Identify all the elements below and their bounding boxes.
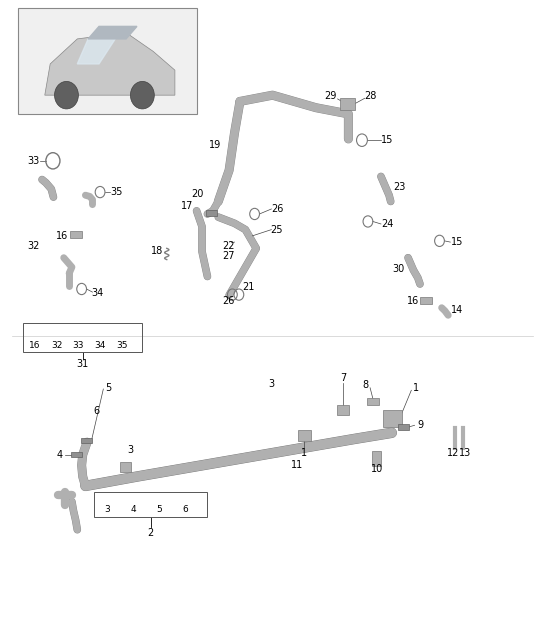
FancyBboxPatch shape [120,462,131,472]
FancyBboxPatch shape [71,452,82,457]
FancyBboxPatch shape [298,430,311,441]
Text: 11: 11 [291,460,303,470]
Text: 27: 27 [222,251,234,261]
FancyBboxPatch shape [420,297,432,304]
Text: 29: 29 [324,92,337,102]
Polygon shape [45,33,175,95]
Text: 3: 3 [268,379,275,389]
Text: 4: 4 [56,450,63,460]
Circle shape [54,82,78,109]
Text: 3: 3 [127,445,133,455]
Polygon shape [77,39,115,64]
Text: 6: 6 [183,505,188,514]
Polygon shape [88,26,137,39]
Text: 25: 25 [270,225,283,235]
Text: 3: 3 [104,505,110,514]
Text: 23: 23 [393,182,406,192]
Bar [23,323,142,352]
Text: 20: 20 [191,189,204,199]
Text: 12: 12 [447,448,460,458]
Text: 16: 16 [56,231,68,241]
Text: 15: 15 [382,135,393,145]
Text: 22: 22 [222,242,234,251]
Text: 5: 5 [156,505,162,514]
Text: 26: 26 [222,296,234,306]
FancyBboxPatch shape [383,410,402,426]
FancyBboxPatch shape [337,404,349,414]
Text: 32: 32 [51,341,62,350]
Text: 16: 16 [407,296,419,306]
Text: 1: 1 [413,383,419,392]
Text: 18: 18 [151,246,163,256]
Text: 10: 10 [371,464,383,474]
Text: 35: 35 [116,341,128,350]
Text: 6: 6 [94,406,100,416]
FancyBboxPatch shape [70,231,82,239]
Text: 19: 19 [209,140,221,150]
Text: 5: 5 [106,384,112,393]
FancyBboxPatch shape [81,438,92,443]
Text: 24: 24 [382,219,393,229]
Text: 35: 35 [110,187,123,197]
Text: 31: 31 [77,359,89,369]
Text: 33: 33 [28,156,40,166]
Text: 21: 21 [242,282,255,292]
Bar [94,492,208,517]
FancyBboxPatch shape [367,398,379,405]
Text: 4: 4 [130,505,136,514]
Circle shape [130,82,154,109]
FancyBboxPatch shape [17,8,197,114]
Text: 28: 28 [364,92,376,102]
Text: 26: 26 [272,204,284,214]
Text: 14: 14 [451,305,463,315]
Text: 15: 15 [451,237,463,247]
Text: 9: 9 [417,420,423,430]
FancyBboxPatch shape [206,210,217,216]
Text: 17: 17 [181,202,193,212]
Text: 33: 33 [72,341,84,350]
Text: 34: 34 [94,341,106,350]
FancyBboxPatch shape [340,98,355,110]
FancyBboxPatch shape [398,424,409,430]
FancyBboxPatch shape [372,451,382,466]
Text: 30: 30 [393,264,405,274]
Text: 7: 7 [340,373,346,383]
Text: 34: 34 [92,288,104,298]
Text: 16: 16 [29,341,41,350]
Text: 13: 13 [459,448,471,458]
Text: 8: 8 [363,381,369,390]
Text: 32: 32 [28,242,40,251]
Text: 1: 1 [301,448,307,458]
Text: 2: 2 [147,528,154,538]
